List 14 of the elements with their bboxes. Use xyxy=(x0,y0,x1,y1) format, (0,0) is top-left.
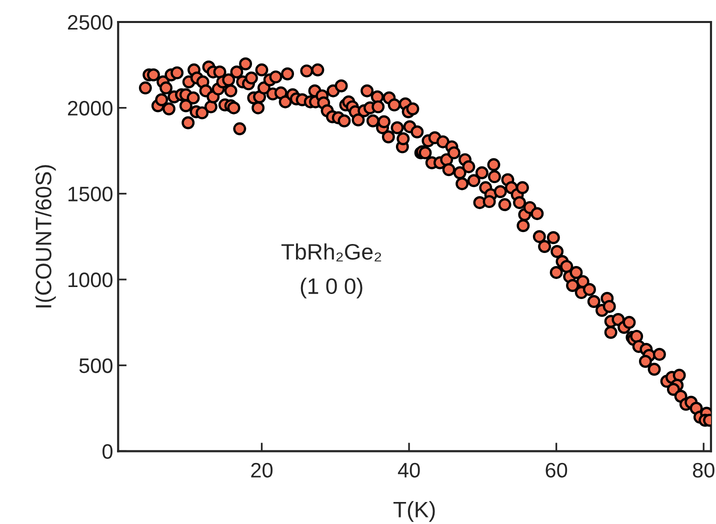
y-tick-label: 500 xyxy=(79,358,112,374)
x-tick-label: 80 xyxy=(692,462,714,478)
x-tick-label: 20 xyxy=(251,462,273,478)
y-tick-label: 1500 xyxy=(68,186,112,202)
y-tick-label: 2500 xyxy=(68,15,112,30)
y-tick-label: 1000 xyxy=(68,272,112,288)
x-tick-label: 60 xyxy=(546,462,568,478)
x-tick-label: 40 xyxy=(398,462,420,478)
y-tick-label: 0 xyxy=(102,444,112,459)
annotation: (1 0 0) xyxy=(300,278,362,298)
y-tick-label: 2000 xyxy=(68,100,112,116)
x-axis-title: T(K) xyxy=(393,501,435,522)
y-axis-title: I(COUNT/60S) xyxy=(35,165,56,308)
annotation: TbRh₂Ge₂ xyxy=(281,243,382,262)
